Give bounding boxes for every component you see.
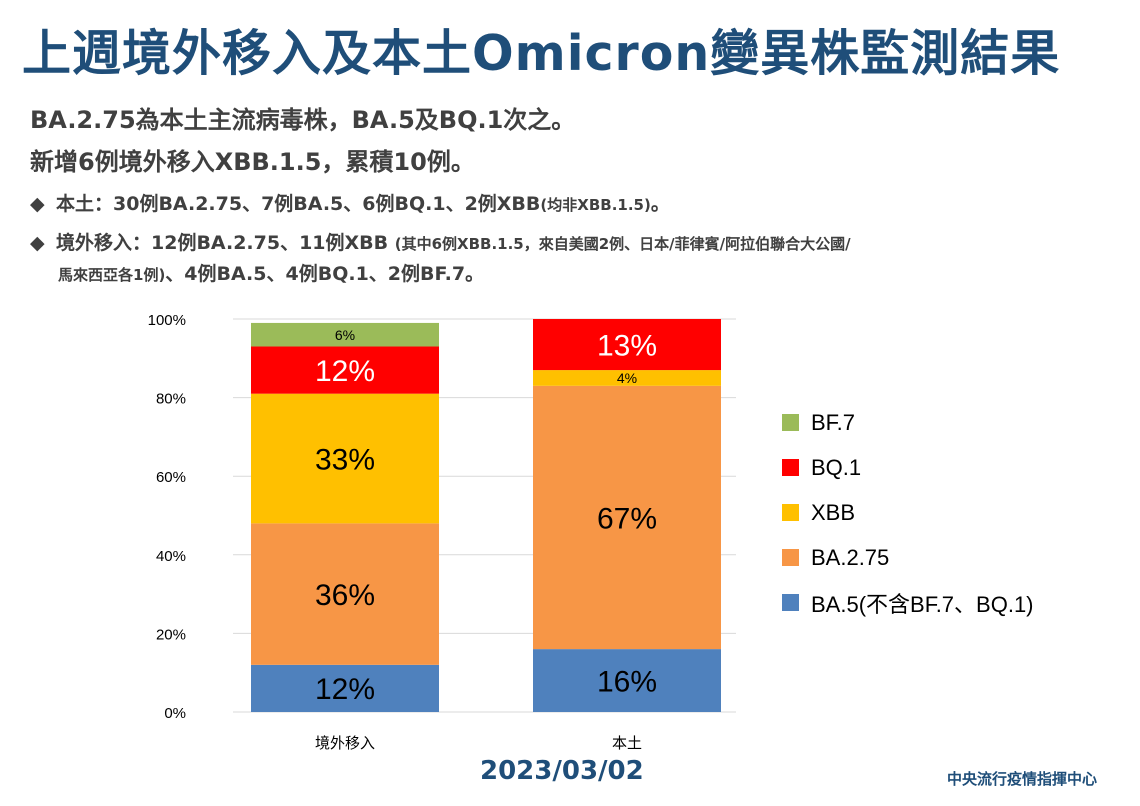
data-label: 36%	[315, 579, 375, 612]
legend-item: XBB	[782, 490, 1034, 535]
data-label: 12%	[315, 673, 375, 706]
legend-item: BA.5(不含BF.7、BQ.1)	[782, 580, 1034, 625]
bar-segment-xbb-0	[251, 393, 439, 524]
x-category-label: 境外移入	[315, 734, 375, 752]
bullet-domestic-end: 。	[650, 193, 670, 215]
bullet-imported-note: (其中6例XBB.1.5，來自美國2例、日本/菲律賓/阿拉伯聯合大公國/	[394, 235, 851, 253]
bullet-imported-main: 境外移入：12例BA.2.75、11例XBB	[56, 232, 395, 254]
data-label: 6%	[335, 327, 355, 343]
legend-label: XBB	[811, 499, 856, 525]
y-tick-label: 0%	[164, 705, 186, 722]
y-tick-label: 40%	[156, 548, 186, 565]
bar-segment-ba-5-bf-7-bq-1--0	[251, 664, 439, 712]
legend-swatch	[782, 504, 799, 521]
y-tick-label: 100%	[148, 312, 186, 329]
legend-swatch	[782, 459, 799, 476]
bullet-imported-continued: 馬來西亞各1例)、4例BA.5、4例BQ.1、2例BF.7。	[58, 259, 484, 286]
data-label: 12%	[315, 355, 375, 388]
chart-legend: BF.7 BQ.1 XBB BA.2.75 BA.5(不含BF.7、BQ.1)	[782, 400, 1034, 625]
legend-item: BF.7	[782, 400, 1034, 445]
diamond-bullet-icon: ◆	[30, 232, 45, 254]
x-category-label: 本土	[612, 734, 642, 752]
y-tick-label: 60%	[156, 469, 186, 486]
report-date: 2023/03/02	[480, 756, 644, 786]
legend-item: BQ.1	[782, 445, 1034, 490]
organization-name: 中央流行疫情指揮中心	[947, 770, 1098, 788]
bar-segment-ba-2-75-0	[251, 523, 439, 665]
data-label: 16%	[597, 665, 657, 698]
subtitle-line-1: BA.2.75為本土主流病毒株，BA.5及BQ.1次之。	[30, 106, 576, 134]
bar-segment-bq-1-1	[533, 319, 721, 371]
data-label: 33%	[315, 443, 375, 476]
legend-label: BF.7	[811, 409, 856, 435]
bullet-domestic-note: (均非XBB.1.5)	[540, 196, 651, 214]
bullet-domestic: ◆ 本土：30例BA.2.75、7例BA.5、6例BQ.1、2例XBB(均非XBB…	[30, 189, 670, 216]
diamond-bullet-icon: ◆	[30, 193, 45, 215]
legend-swatch	[782, 414, 799, 431]
bullet-domestic-main: 本土：30例BA.2.75、7例BA.5、6例BQ.1、2例XBB	[56, 193, 541, 215]
legend-swatch	[782, 594, 799, 611]
legend-item: BA.2.75	[782, 535, 1034, 580]
page-title: 上週境外移入及本土Omicron變異株監測結果	[22, 25, 1061, 82]
legend-label: BA.5(不含BF.7、BQ.1)	[811, 591, 1034, 617]
data-label: 13%	[597, 329, 657, 362]
bar-segment-xbb-1	[533, 370, 721, 386]
legend-label: BQ.1	[811, 454, 862, 480]
subtitle-line-2: 新增6例境外移入XBB.1.5，累積10例。	[30, 148, 475, 176]
data-label: 4%	[617, 370, 637, 386]
bar-segment-ba-2-75-1	[533, 385, 721, 650]
data-label: 67%	[597, 502, 657, 535]
y-tick-label: 80%	[156, 391, 186, 408]
legend-swatch	[782, 549, 799, 566]
bullet-imported-main-cont: 、4例BA.5、4例BQ.1、2例BF.7。	[165, 263, 485, 285]
y-tick-label: 20%	[156, 626, 186, 643]
bar-segment-ba-5-bf-7-bq-1--1	[533, 649, 721, 712]
bar-segment-bq-1-0	[251, 346, 439, 394]
bar-segment-bf-7-0	[251, 322, 439, 347]
bullet-imported: ◆ 境外移入：12例BA.2.75、11例XBB (其中6例XBB.1.5，來自美…	[30, 228, 851, 255]
legend-label: BA.2.75	[811, 544, 890, 570]
bullet-imported-note-cont: 馬來西亞各1例)	[58, 266, 166, 284]
